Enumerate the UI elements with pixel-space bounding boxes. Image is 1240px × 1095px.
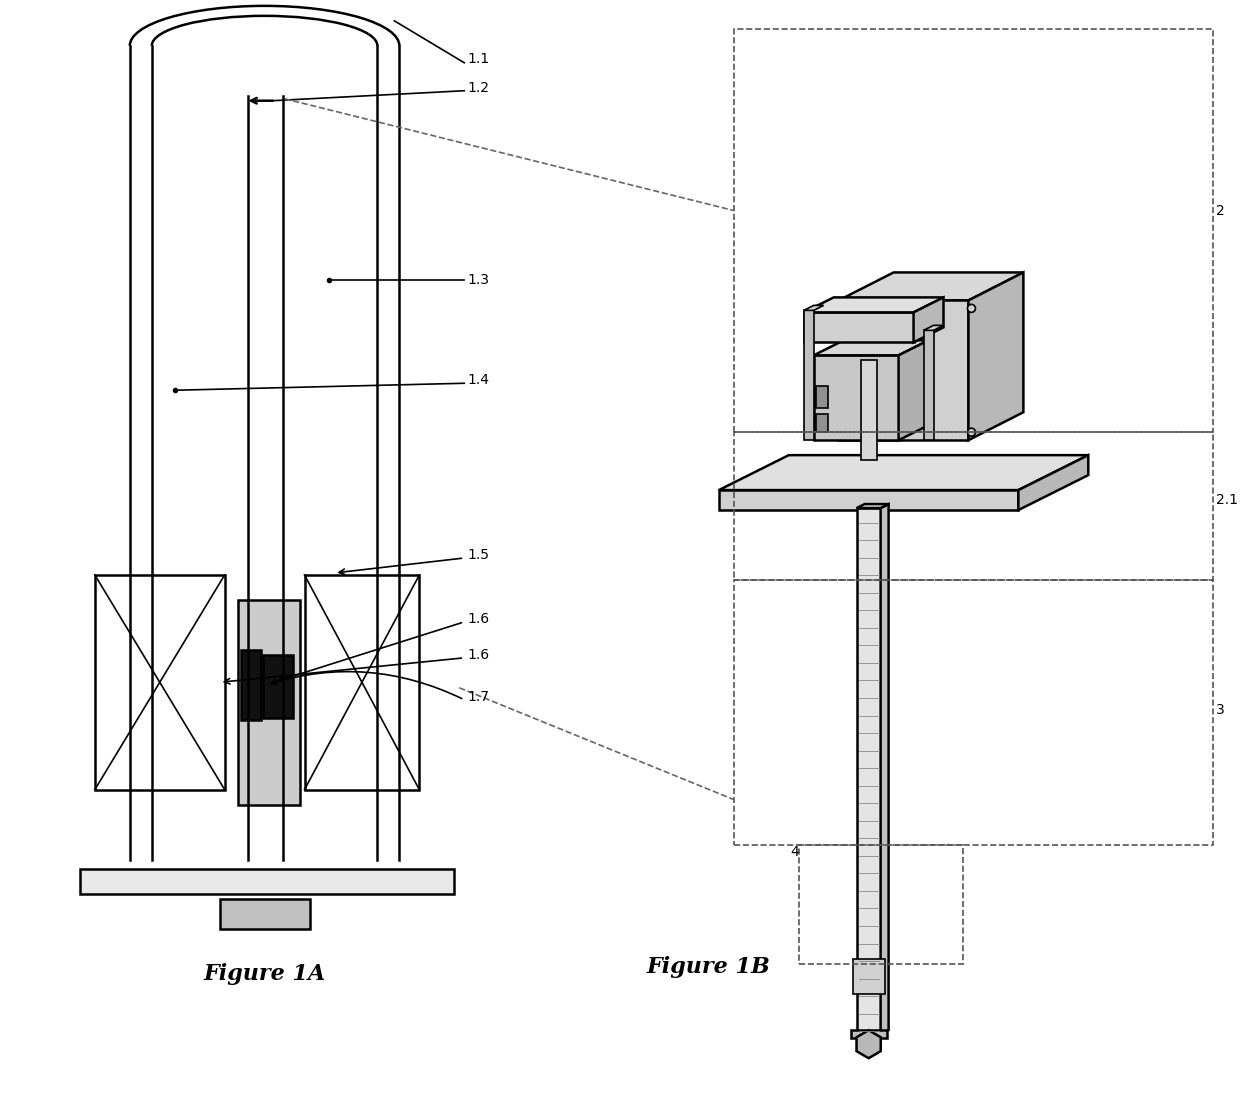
Text: 2: 2 xyxy=(1216,204,1225,218)
Text: 1.4: 1.4 xyxy=(467,373,490,388)
Bar xyxy=(816,387,827,408)
Polygon shape xyxy=(838,273,1023,300)
Text: 1.3: 1.3 xyxy=(467,274,490,287)
Bar xyxy=(305,575,419,789)
Polygon shape xyxy=(804,298,944,312)
Polygon shape xyxy=(857,504,889,508)
Bar xyxy=(219,899,310,930)
Text: 1.2: 1.2 xyxy=(467,81,490,95)
Circle shape xyxy=(967,304,976,312)
Circle shape xyxy=(967,428,976,436)
Bar xyxy=(734,28,1213,433)
Polygon shape xyxy=(861,360,877,460)
Text: Figure 1B: Figure 1B xyxy=(647,956,771,978)
Bar xyxy=(238,600,300,805)
Text: 1.1: 1.1 xyxy=(467,51,490,66)
Text: 2.1: 2.1 xyxy=(1216,493,1238,507)
Polygon shape xyxy=(914,298,944,343)
Text: 4: 4 xyxy=(790,844,799,858)
Polygon shape xyxy=(804,310,813,440)
Polygon shape xyxy=(838,300,968,440)
Polygon shape xyxy=(813,355,899,440)
Polygon shape xyxy=(804,306,823,310)
Polygon shape xyxy=(719,456,1089,491)
Bar xyxy=(857,508,880,1035)
Bar xyxy=(79,869,454,895)
Text: Figure 1A: Figure 1A xyxy=(203,964,326,986)
Polygon shape xyxy=(857,1030,880,1058)
Bar xyxy=(853,959,884,994)
Polygon shape xyxy=(719,491,1018,510)
Bar xyxy=(94,575,224,789)
Polygon shape xyxy=(924,331,934,440)
Bar xyxy=(734,433,1213,580)
Bar xyxy=(734,580,1213,844)
Polygon shape xyxy=(813,341,929,355)
Polygon shape xyxy=(804,312,914,343)
Bar xyxy=(816,414,827,433)
Polygon shape xyxy=(851,1030,887,1038)
Text: 1.5: 1.5 xyxy=(467,548,490,562)
Text: 1.7: 1.7 xyxy=(467,690,490,704)
Polygon shape xyxy=(1018,456,1089,510)
Polygon shape xyxy=(899,341,929,440)
Polygon shape xyxy=(880,504,889,1035)
Bar xyxy=(799,844,963,965)
Text: 1.6: 1.6 xyxy=(467,612,490,626)
Polygon shape xyxy=(924,325,944,331)
Text: 1.6: 1.6 xyxy=(467,648,490,661)
Text: 3: 3 xyxy=(1216,703,1225,717)
Polygon shape xyxy=(968,273,1023,440)
Bar xyxy=(241,649,260,719)
Bar xyxy=(263,655,293,717)
